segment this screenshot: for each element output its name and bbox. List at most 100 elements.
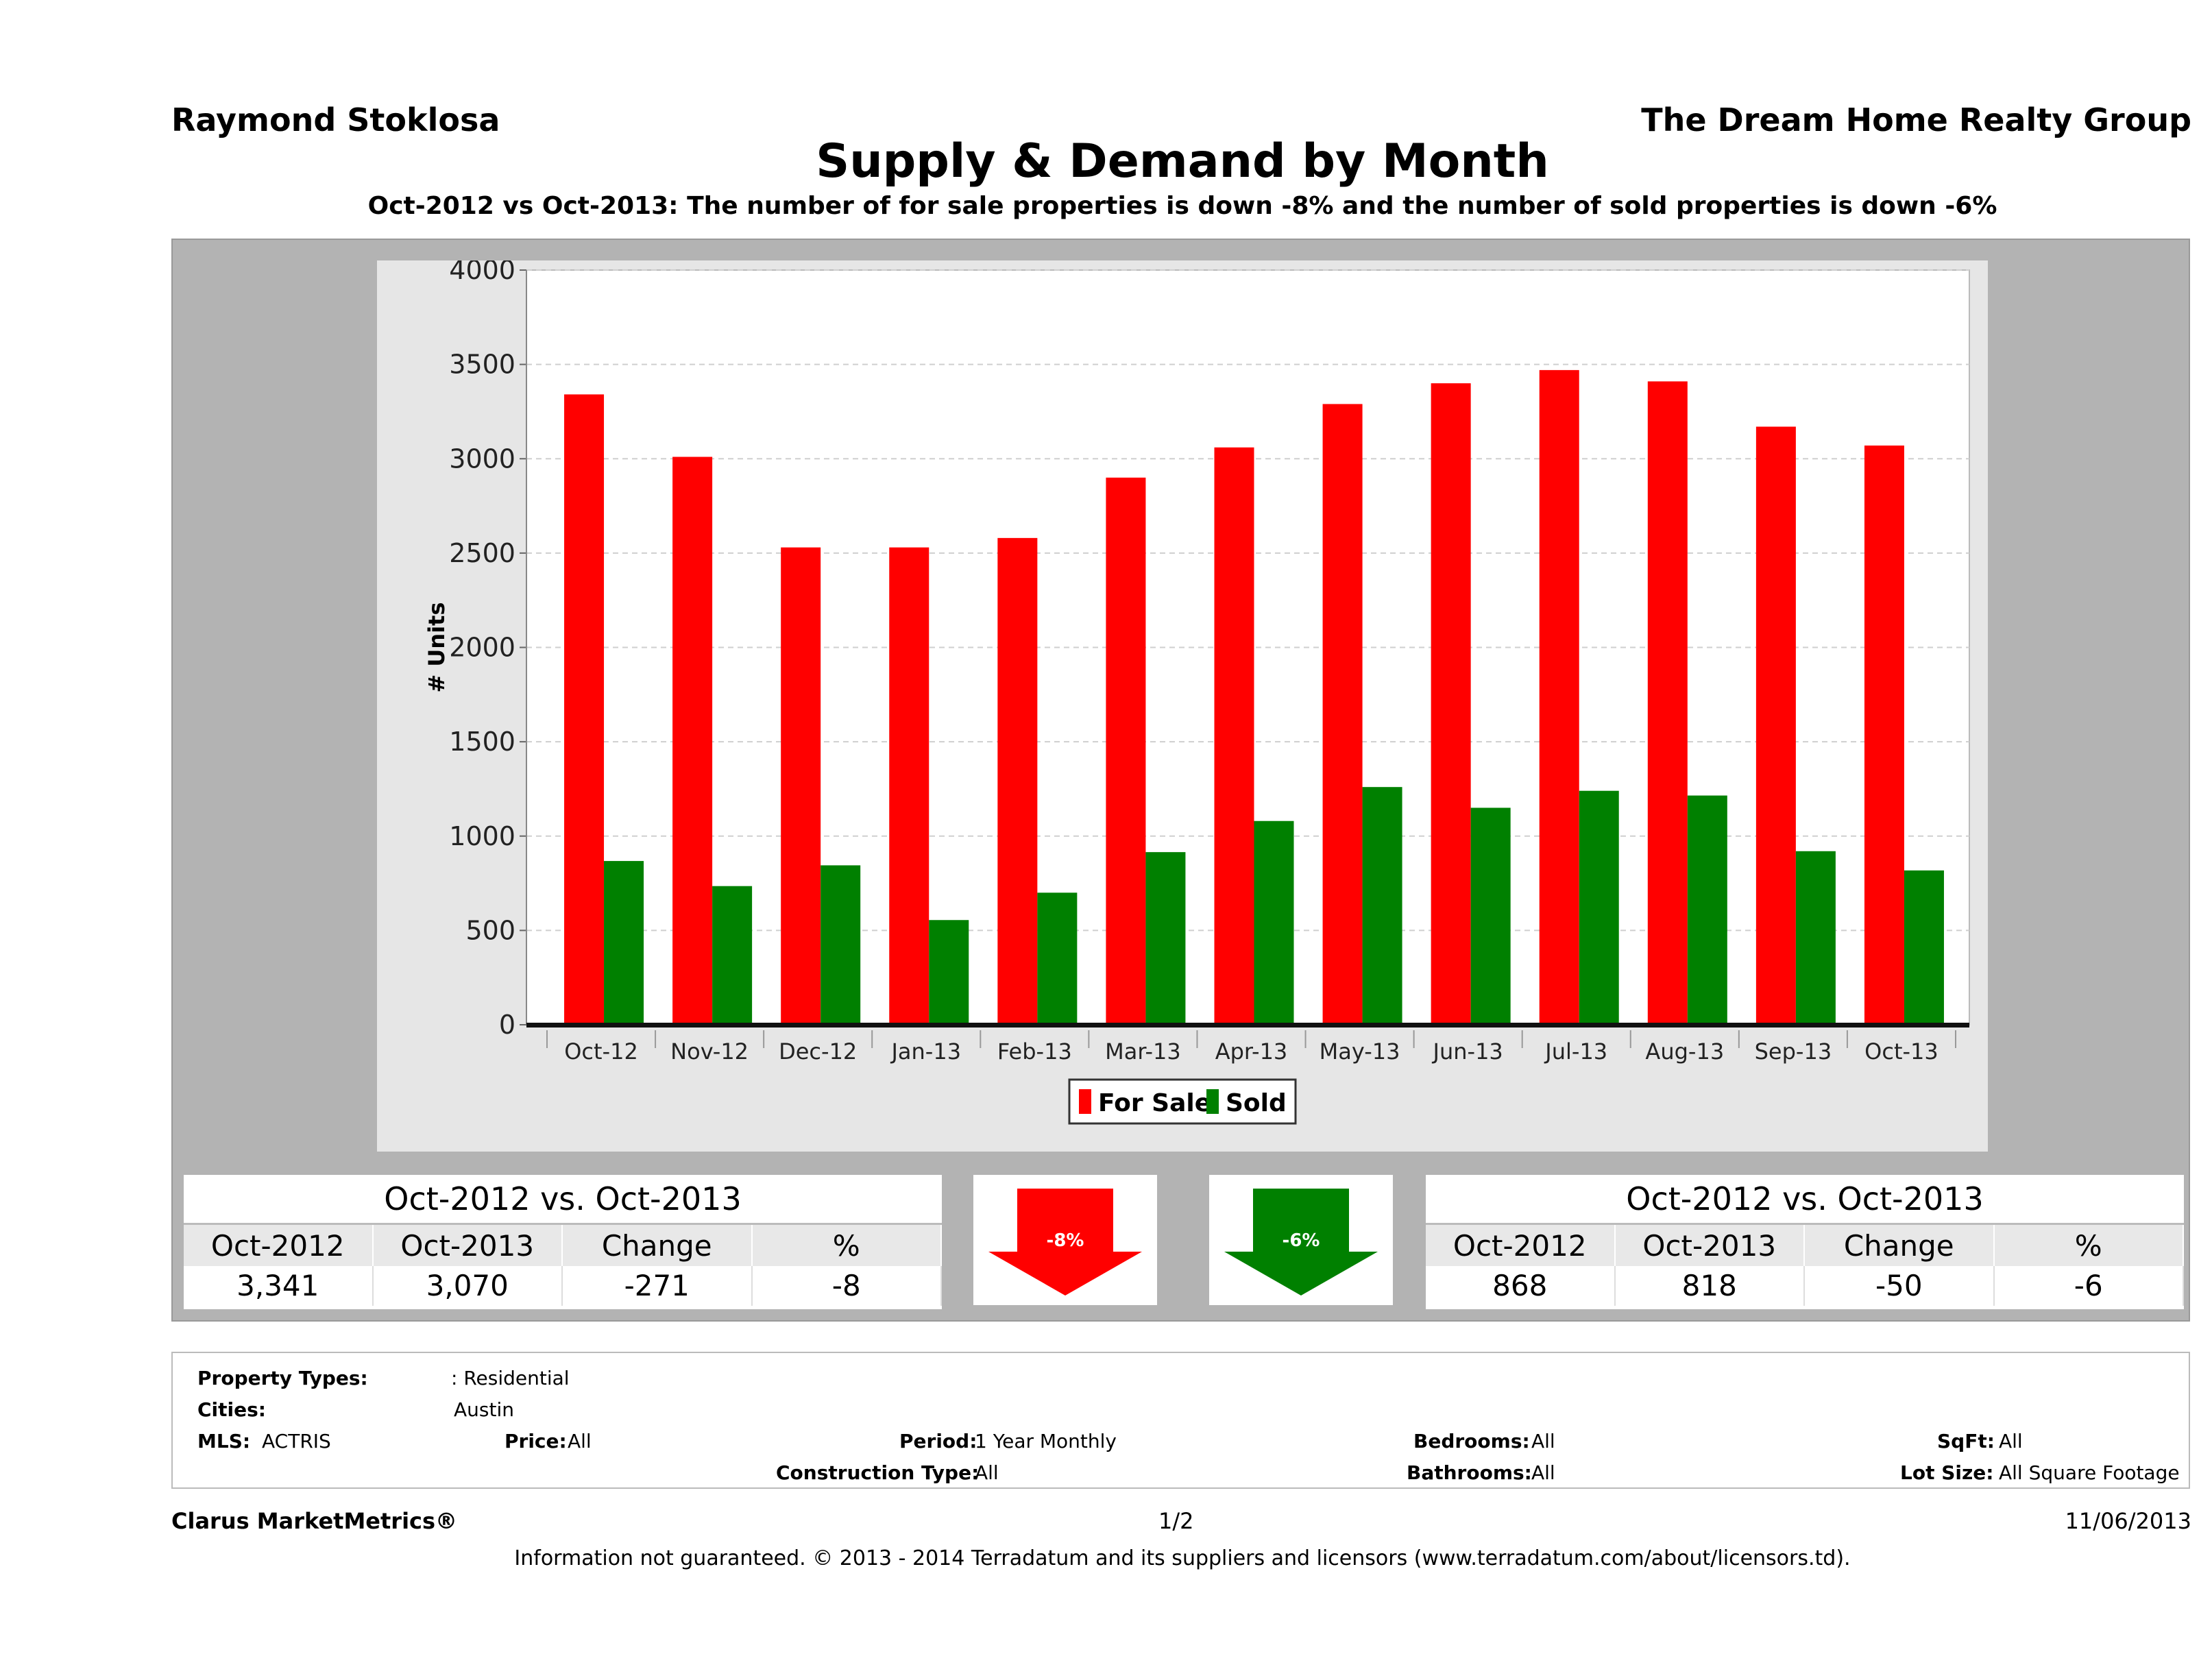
bathrooms-value: All [1531,1461,1555,1484]
stat-value: -50 [1805,1266,1995,1306]
bar-chart: 0 500 1000 1500 2000 2500 3000 3500 4000 # Units O… [424,260,1970,1125]
page-number: 1/2 [1158,1508,1194,1534]
sold-bar [821,865,861,1025]
for-sale-bar [1755,426,1796,1025]
stat-value: 3,341 [184,1266,374,1306]
x-tick-label: Jul-13 [1544,1038,1607,1065]
sold-bar [1145,852,1186,1025]
stat-label: Change [1805,1225,1995,1266]
for-sale-stats: Oct-2012 vs. Oct-2013 Oct-2012 Oct-2013 … [184,1175,942,1309]
for-sale-bar [1214,447,1254,1025]
for-sale-bar [889,547,929,1025]
period-label: Period: [899,1430,977,1452]
stat-label: Change [563,1225,753,1266]
x-tick-label: Dec-12 [779,1038,857,1065]
sold-stats: Oct-2012 vs. Oct-2013 Oct-2012 Oct-2013 … [1426,1175,2184,1309]
sold-bar [929,920,969,1025]
sold-bar [1254,820,1294,1025]
down-arrow-icon [1224,1189,1378,1296]
mls-label: MLS: [197,1430,251,1452]
stat-value: -271 [563,1266,753,1306]
for-sale-legend-label: For Sale [1098,1089,1211,1117]
for-sale-bar [997,537,1038,1025]
x-tick-label: Jun-13 [1432,1038,1503,1065]
chart-area: 0 500 1000 1500 2000 2500 3000 3500 4000 # Units O… [377,260,1988,1152]
sold-bar [1362,787,1402,1025]
for-sale-stats-header: Oct-2012 vs. Oct-2013 [184,1175,942,1225]
price-label: Price: [505,1430,567,1452]
x-tick-label: Jan-13 [890,1038,961,1065]
stat-label: % [1994,1225,2184,1266]
agent-name: Raymond Stoklosa [171,101,500,138]
bedrooms-label: Bedrooms: [1413,1430,1530,1452]
x-tick-label: May-13 [1320,1038,1400,1065]
bedrooms-value: All [1531,1430,1555,1452]
bathrooms-label: Bathrooms: [1407,1461,1532,1484]
for-sale-bar [1647,381,1688,1025]
sold-change-arrow: -6% [1209,1175,1393,1305]
stat-value: -8 [753,1266,942,1306]
stat-value: 3,070 [374,1266,563,1306]
stat-value: 818 [1616,1266,1805,1306]
lot-size-label: Lot Size: [1900,1461,1994,1484]
property-types-label: Property Types: [197,1367,368,1389]
for-sale-arrow-label: -8% [1047,1230,1084,1251]
y-tick-label: 1000 [449,821,515,851]
stat-value: -6 [1995,1266,2184,1306]
x-tick-label: Sep-13 [1755,1038,1832,1065]
y-axis-label: # Units [424,602,450,692]
footer-brand: Clarus MarketMetrics® [171,1508,458,1534]
sold-bar [1470,807,1511,1025]
sold-bar [1037,892,1078,1025]
sold-bar [1795,851,1836,1025]
construction-type-label: Construction Type: [776,1461,980,1484]
stat-label: Oct-2012 [184,1225,374,1266]
page-title: Supply & Demand by Month [816,134,1549,189]
sold-bar [1687,795,1727,1025]
y-tick-label: 1500 [449,727,515,757]
report-date: 11/06/2013 [2065,1508,2191,1534]
stat-label: % [752,1225,942,1266]
criteria-box: Property Types: : Residential Cities: Au… [171,1352,2190,1489]
y-tick-label: 3000 [449,443,515,474]
for-sale-bar [781,547,821,1025]
y-tick-label: 2500 [449,538,515,568]
x-axis [526,1023,1969,1028]
y-tick-label: 3500 [449,350,515,380]
cities-value: Austin [454,1398,514,1421]
sold-legend-swatch [1206,1089,1219,1114]
x-tick-label: Oct-13 [1864,1038,1938,1065]
stat-label: Oct-2013 [1615,1225,1805,1266]
sold-bar [1579,790,1619,1025]
x-tick-label: Oct-12 [564,1038,638,1065]
lot-size-value: All Square Footage [1999,1461,2180,1484]
sold-bar [712,886,753,1025]
down-arrow-icon [988,1189,1142,1296]
x-tick-label: Nov-12 [670,1038,749,1065]
x-tick-label: Mar-13 [1105,1038,1181,1065]
company-name: The Dream Home Realty Group [1641,101,2191,138]
period-value: 1 Year Monthly [975,1430,1117,1452]
mls-value: ACTRIS [262,1430,331,1452]
property-types-value: : Residential [451,1367,570,1389]
x-tick-label: Apr-13 [1215,1038,1288,1065]
for-sale-bar [672,457,713,1025]
x-tick-label: Aug-13 [1645,1038,1724,1065]
stat-label: Oct-2013 [373,1225,563,1266]
for-sale-bar [1322,404,1363,1025]
cities-label: Cities: [197,1398,266,1421]
y-tick-label: 4000 [449,260,515,285]
price-value: All [568,1430,592,1452]
sold-stats-header: Oct-2012 vs. Oct-2013 [1426,1175,2184,1225]
for-sale-bar [1539,369,1579,1025]
stat-label: Oct-2012 [1426,1225,1616,1266]
sqft-value: All [1999,1430,2023,1452]
sold-bar [1904,870,1944,1025]
for-sale-bar [1864,445,1904,1025]
legend-box [1068,1078,1297,1125]
x-tick-label: Feb-13 [997,1038,1072,1065]
sold-bar [604,861,644,1025]
for-sale-legend-swatch [1079,1089,1091,1114]
disclaimer: Information not guaranteed. © 2013 - 201… [514,1546,1851,1570]
y-tick-label: 500 [465,915,515,945]
